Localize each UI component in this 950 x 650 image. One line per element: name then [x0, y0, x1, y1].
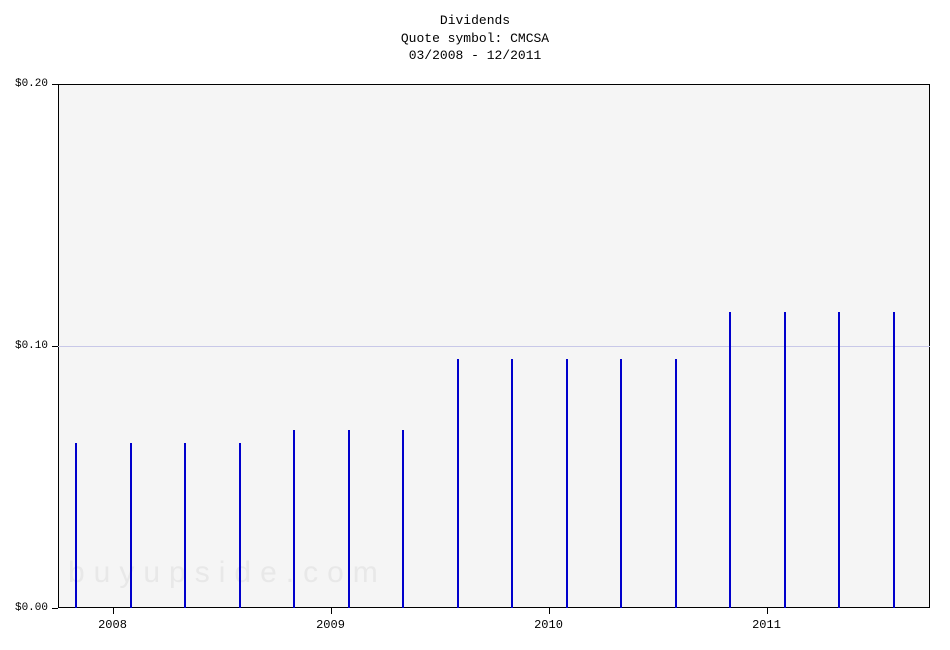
dividend-bar: [293, 430, 295, 608]
x-axis-label: 2010: [534, 618, 563, 632]
dividend-bar: [239, 443, 241, 608]
dividend-bar: [566, 359, 568, 608]
axis-top: [58, 84, 930, 85]
dividend-bar: [457, 359, 459, 608]
x-axis-label: 2011: [752, 618, 781, 632]
dividend-bar: [75, 443, 77, 608]
dividend-chart: Dividends Quote symbol: CMCSA 03/2008 - …: [0, 0, 950, 650]
watermark: buyupside.com: [68, 556, 387, 590]
dividend-bar: [675, 359, 677, 608]
chart-title-line1: Dividends: [0, 12, 950, 30]
y-axis-label: $0.10: [15, 340, 48, 352]
chart-title-block: Dividends Quote symbol: CMCSA 03/2008 - …: [0, 0, 950, 65]
y-tick: [52, 84, 58, 85]
chart-title-line3: 03/2008 - 12/2011: [0, 47, 950, 65]
axis-bottom: [58, 607, 930, 608]
x-tick: [549, 608, 550, 614]
dividend-bar: [838, 312, 840, 608]
dividend-bar: [130, 443, 132, 608]
dividend-bar: [402, 430, 404, 608]
dividend-bar: [784, 312, 786, 608]
dividend-bar: [184, 443, 186, 608]
x-tick: [767, 608, 768, 614]
dividend-bar: [729, 312, 731, 608]
dividend-bar: [348, 430, 350, 608]
x-tick: [113, 608, 114, 614]
dividend-bar: [511, 359, 513, 608]
x-axis-label: 2009: [316, 618, 345, 632]
x-tick: [331, 608, 332, 614]
chart-title-line2: Quote symbol: CMCSA: [0, 30, 950, 48]
dividend-bar: [893, 312, 895, 608]
y-axis-label: $0.20: [15, 78, 48, 90]
y-axis-label: $0.00: [15, 602, 48, 614]
gridline: [58, 346, 930, 347]
dividend-bar: [620, 359, 622, 608]
x-axis-label: 2008: [98, 618, 127, 632]
y-tick: [52, 346, 58, 347]
plot-area: buyupside.com$0.00$0.10$0.20200820092010…: [58, 84, 930, 608]
y-tick: [52, 608, 58, 609]
